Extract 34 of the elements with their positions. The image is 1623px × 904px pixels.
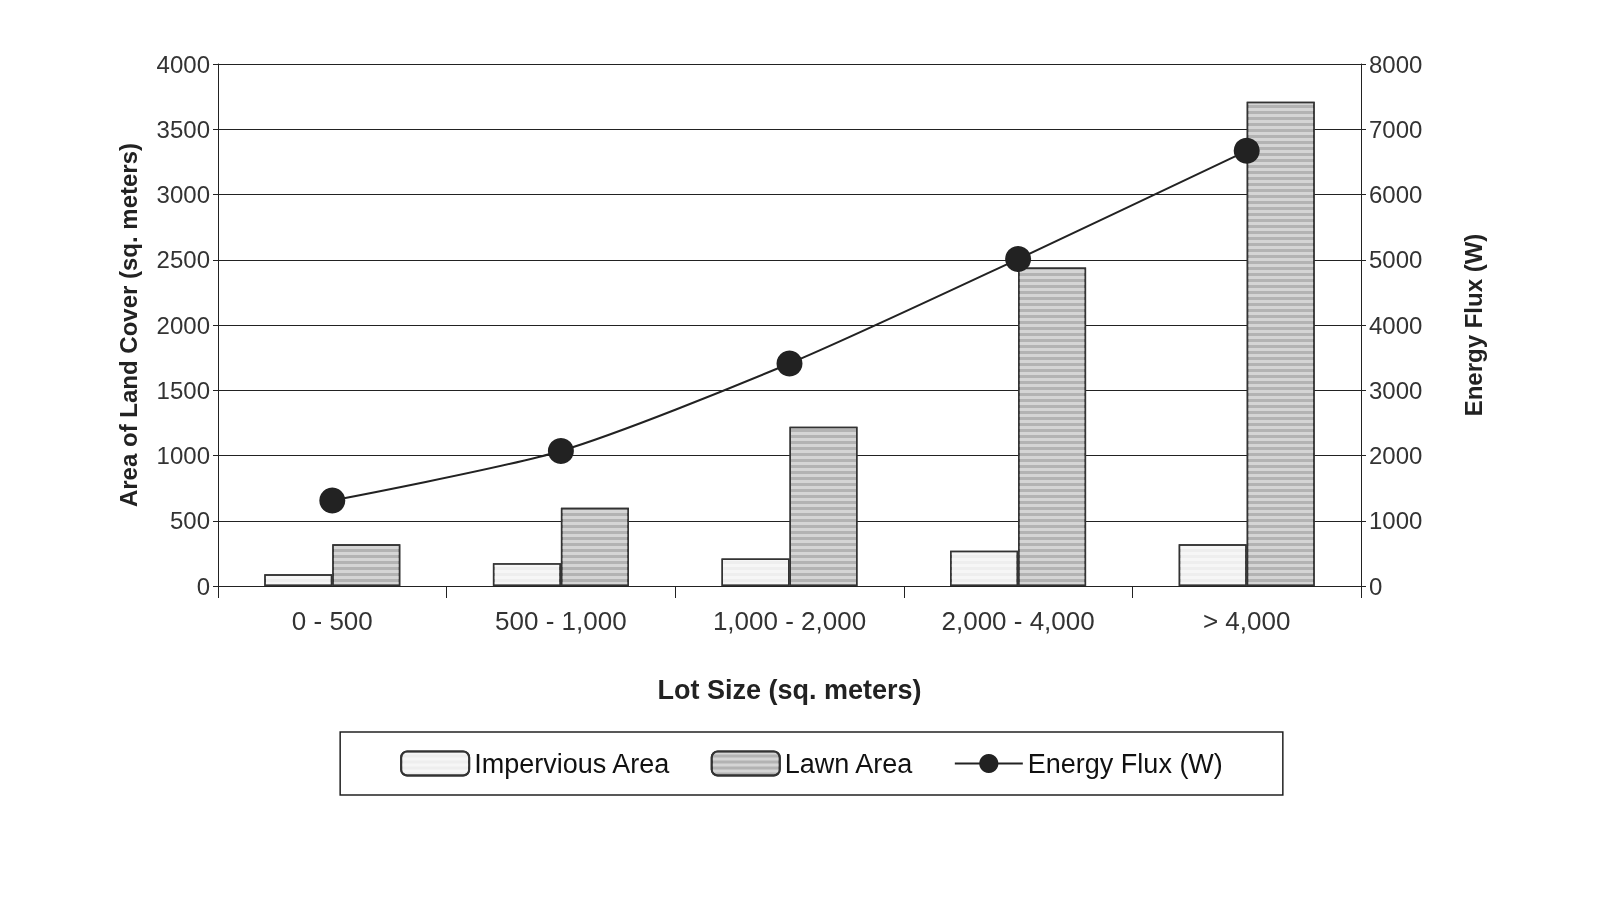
x-tick-label: 1,000 - 2,000: [712, 606, 867, 636]
y2-tick-label: 8000: [1369, 50, 1423, 78]
y-tick-label: 2500: [156, 246, 210, 274]
y-tick-label: 1000: [156, 442, 210, 469]
y-tick-label: 1500: [156, 376, 210, 404]
x-tick-label: 0 - 500: [291, 606, 373, 636]
point: [776, 350, 803, 377]
x-tick-label: 500 - 1,000: [495, 606, 627, 636]
y2-tick-label: 5000: [1369, 246, 1423, 274]
point: [1005, 246, 1032, 273]
y2-tick-label: 0: [1369, 572, 1383, 600]
y2-tick-label: 4000: [1369, 311, 1423, 339]
y-tick-label: 500: [169, 507, 210, 535]
y-axis-title: Area of Land Cover (sq. meters): [114, 142, 142, 508]
y-tick-label: 2000: [156, 311, 210, 339]
y2-tick-label: 7000: [1369, 115, 1423, 143]
y-tick-label: 3500: [156, 115, 210, 143]
y-tick-label: 0: [196, 572, 210, 600]
x-axis-title: Lot Size (sq. meters): [657, 674, 922, 705]
y2-tick-label: 1000: [1369, 507, 1423, 535]
y2-tick-label: 6000: [1369, 181, 1423, 208]
x-tick-label: > 4,000: [1202, 606, 1291, 636]
point: [319, 487, 346, 514]
y2-tick-label: 2000: [1369, 442, 1423, 469]
y-tick-label: 4000: [156, 50, 210, 78]
legend-label: Energy Flux (W): [1027, 748, 1223, 779]
y2-tick-label: 3000: [1369, 376, 1423, 404]
legend-label: Lawn Area: [784, 748, 914, 779]
point: [547, 437, 574, 464]
legend-label: Impervious Area: [474, 748, 671, 779]
y-tick-label: 3000: [156, 181, 210, 208]
x-tick-label: 2,000 - 4,000: [941, 606, 1095, 636]
point: [1233, 137, 1260, 164]
y2-axis-title: Energy Flux (W): [1459, 233, 1487, 417]
